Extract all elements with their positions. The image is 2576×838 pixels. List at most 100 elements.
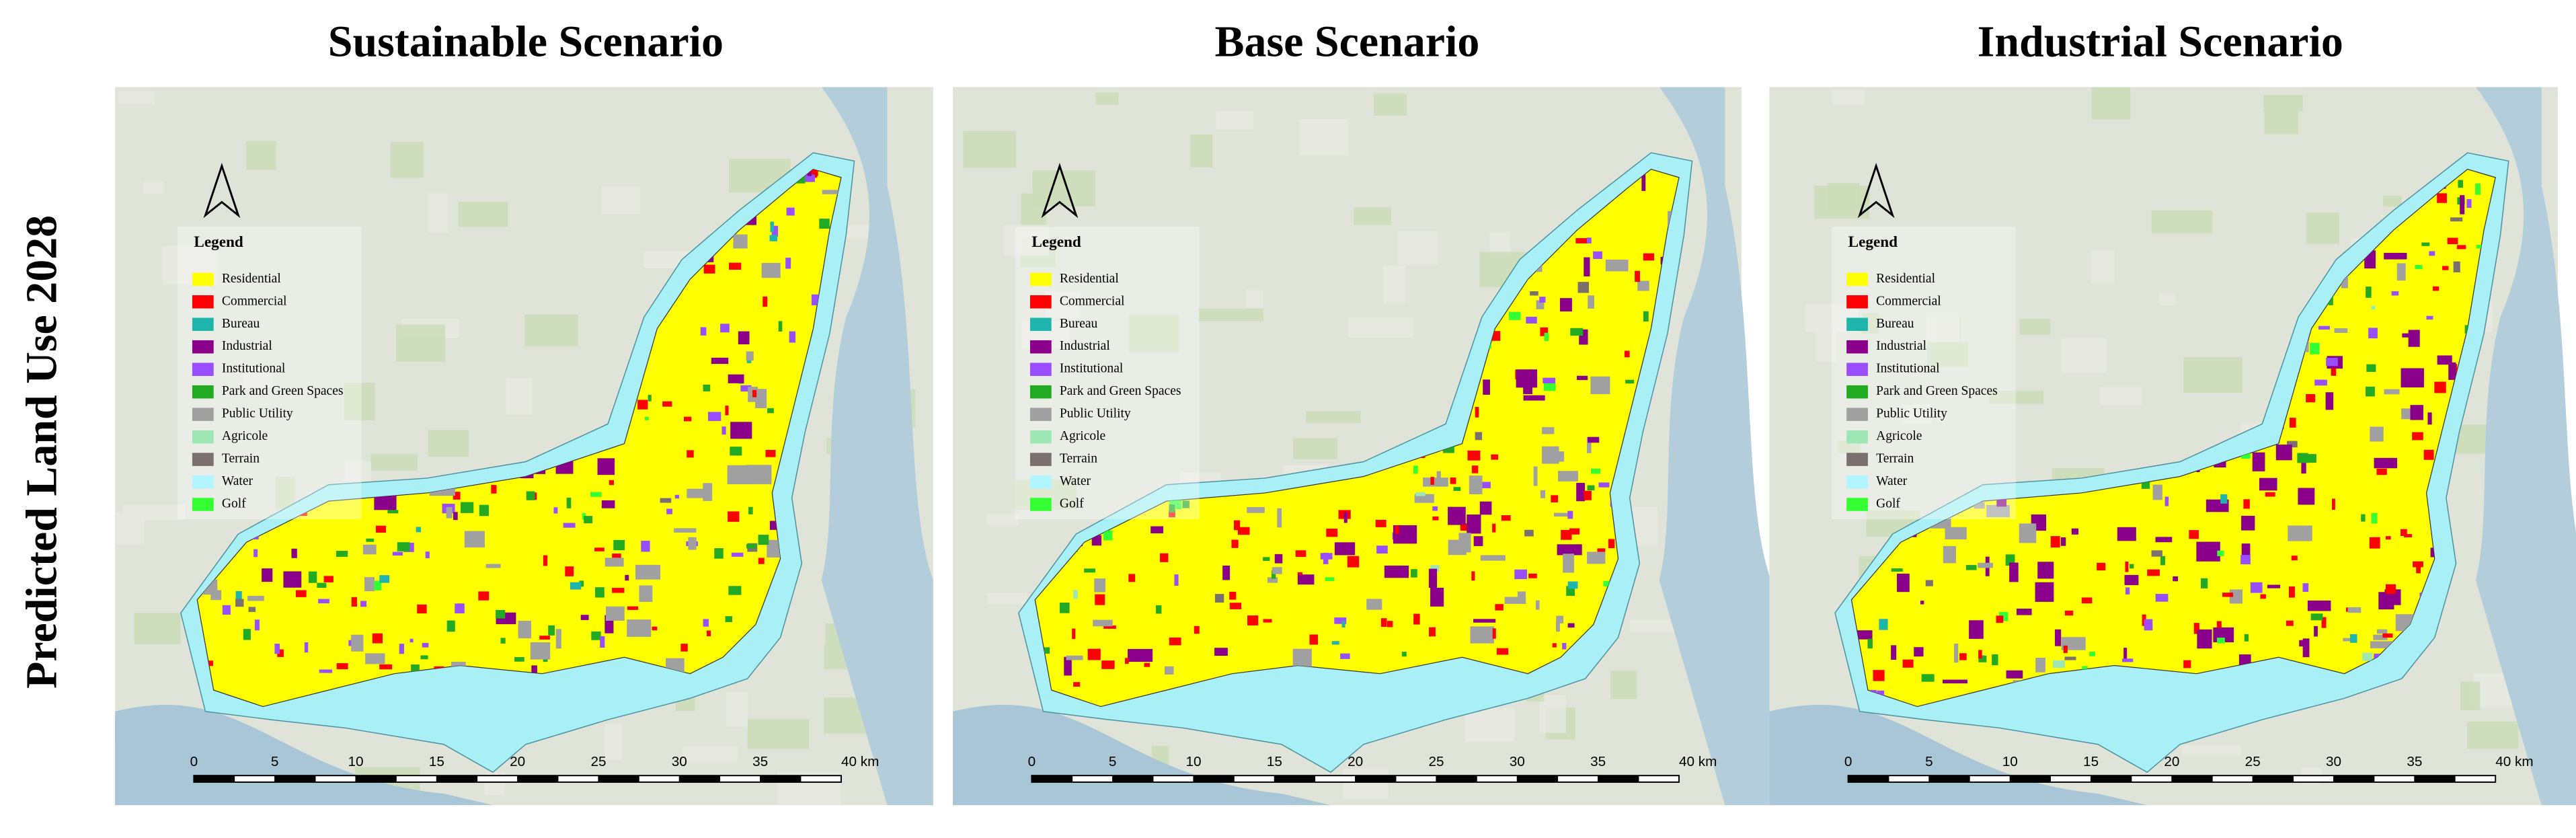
basemap-field: [370, 454, 418, 471]
basemap-field: [2019, 319, 2051, 335]
land-patch: [351, 634, 364, 652]
land-patch: [2196, 541, 2220, 562]
scale-label: 15: [429, 754, 444, 769]
land-patch: [318, 599, 329, 604]
land-patch: [1598, 482, 1610, 488]
land-patch: [2297, 453, 2308, 463]
scale-segment: [395, 775, 437, 783]
legend-swatch: [192, 317, 214, 332]
land-patch: [1605, 260, 1629, 272]
land-patch: [1413, 465, 1418, 474]
land-patch: [2450, 217, 2463, 222]
scale-segment: [760, 775, 801, 782]
legend-label: Golf: [222, 497, 246, 511]
land-patch: [1570, 328, 1584, 336]
land-patch: [351, 597, 357, 607]
land-patch: [1272, 567, 1282, 574]
scale-label: 40 km: [1679, 754, 1717, 769]
land-patch: [1588, 295, 1594, 309]
land-patch: [748, 506, 753, 515]
land-patch: [2318, 326, 2330, 330]
scale-segment: [1274, 775, 1315, 782]
land-patch: [662, 401, 672, 407]
legend-swatch: [1029, 475, 1052, 489]
land-patch: [767, 539, 782, 558]
land-patch: [590, 492, 602, 497]
scale-segment: [1476, 775, 1518, 783]
legend-swatch: [1029, 498, 1052, 511]
scale-segment: [2253, 775, 2294, 782]
scale-segment: [2131, 775, 2173, 783]
scale-label: 5: [1925, 754, 1933, 769]
land-patch: [1920, 601, 1924, 605]
river: [821, 87, 933, 806]
scale-segment: [1598, 775, 1639, 782]
land-patch: [584, 516, 593, 524]
scale-label: 5: [271, 754, 279, 769]
legend-swatch: [1846, 408, 1868, 421]
land-patch: [2299, 640, 2308, 647]
scale-label: 0: [1844, 754, 1852, 769]
land-patch: [2241, 515, 2255, 531]
land-patch: [2447, 237, 2458, 245]
land-patch: [1267, 577, 1278, 583]
scale-segment: [2414, 775, 2456, 782]
land-patch: [627, 619, 652, 637]
scale-segment: [2010, 775, 2051, 782]
legend-title: Legend: [1031, 233, 1081, 251]
land-patch: [2123, 648, 2128, 659]
land-patch: [2310, 342, 2320, 354]
legend-swatch: [192, 363, 214, 376]
land-patch: [1544, 383, 1556, 391]
land-patch: [1495, 604, 1504, 611]
land-patch: [767, 408, 774, 414]
land-patch: [417, 604, 427, 614]
land-patch: [674, 494, 680, 499]
basemap-field: [122, 504, 186, 521]
land-patch: [1533, 466, 1538, 486]
land-patch: [1395, 525, 1399, 534]
legend-swatch: [192, 453, 214, 466]
land-patch: [2408, 330, 2420, 347]
land-patch: [2302, 638, 2310, 658]
basemap-field: [1837, 440, 1861, 454]
land-patch: [2129, 564, 2134, 569]
legend-swatch: [1029, 453, 1052, 466]
land-patch: [1555, 621, 1560, 632]
land-patch: [2006, 670, 2023, 679]
scale-segment: [2212, 775, 2253, 783]
map-panel: Legend Residential Commercial Bureau Industr…: [115, 87, 933, 806]
land-patch: [1556, 615, 1564, 623]
land-patch: [2385, 536, 2391, 540]
basemap-field: [2460, 681, 2481, 711]
land-patch: [1375, 519, 1387, 527]
land-patch: [1430, 477, 1434, 485]
land-patch: [652, 626, 658, 631]
land-patch: [1501, 515, 1511, 521]
land-patch: [666, 508, 672, 515]
land-patch: [254, 619, 260, 631]
land-patch: [1587, 551, 1606, 564]
land-patch: [1625, 379, 1635, 384]
basemap-field: [1128, 314, 1179, 352]
land-patch: [262, 568, 273, 582]
basemap-field: [1343, 769, 1389, 800]
land-patch: [769, 235, 778, 241]
land-patch: [2310, 613, 2323, 621]
land-patch: [478, 591, 490, 601]
land-patch: [1643, 311, 1649, 322]
land-patch: [1450, 478, 1456, 484]
legend-swatch: [192, 430, 214, 444]
land-patch: [1535, 600, 1540, 610]
basemap-field: [682, 746, 738, 763]
land-patch: [1491, 454, 1499, 460]
land-patch: [765, 449, 776, 457]
land-patch: [613, 539, 625, 551]
land-patch: [420, 655, 428, 660]
land-patch: [1229, 603, 1242, 609]
basemap-field: [2099, 387, 2142, 406]
scale-segment: [1071, 775, 1114, 783]
basemap-field: [2151, 210, 2213, 233]
land-patch: [1430, 565, 1440, 572]
